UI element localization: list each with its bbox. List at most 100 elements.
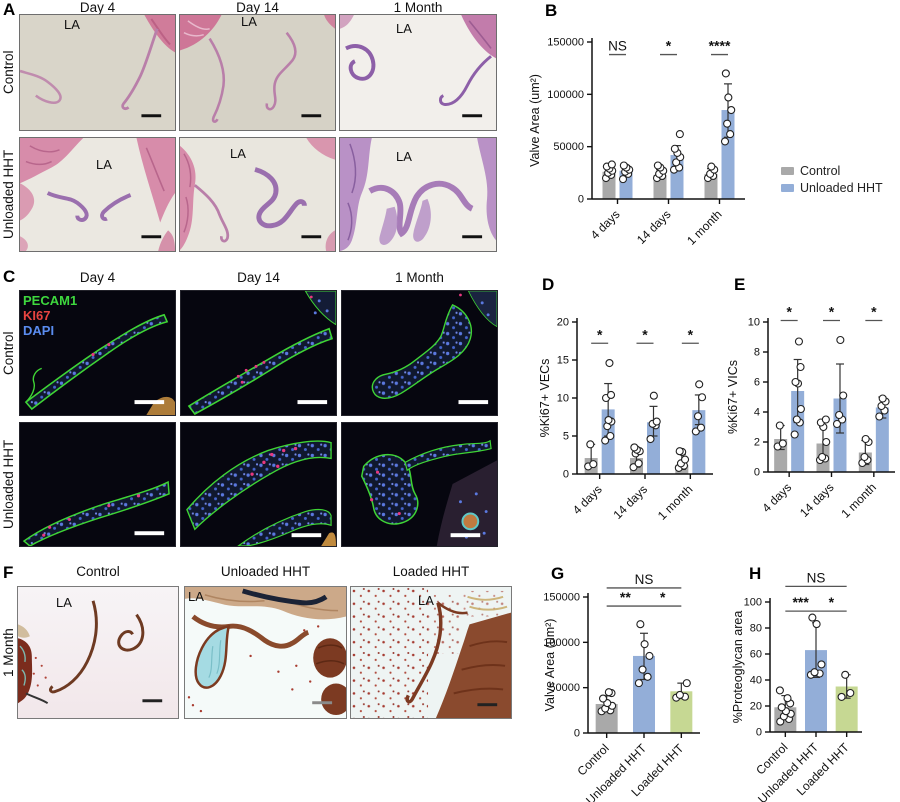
data-point bbox=[721, 69, 730, 78]
micrograph-if-unloaded-1month bbox=[341, 422, 498, 547]
panel-a-row-header-unloaded-hht: Unloaded HHT bbox=[1, 149, 16, 240]
svg-text:8: 8 bbox=[754, 347, 760, 359]
scale-bar bbox=[301, 114, 322, 118]
data-point bbox=[698, 393, 707, 402]
panel-a-col-header-1month: 1 Month bbox=[393, 0, 443, 15]
data-point bbox=[878, 394, 887, 403]
svg-text:100000: 100000 bbox=[543, 637, 580, 649]
micrograph-he-unloaded-day14 bbox=[179, 137, 336, 252]
significance-label: * bbox=[597, 326, 603, 342]
scale-bar bbox=[297, 400, 328, 405]
svg-text:100: 100 bbox=[744, 597, 762, 609]
micrograph-movat-unloaded-1month bbox=[184, 586, 347, 719]
legend-label: Unloaded HHT bbox=[800, 181, 883, 195]
data-point bbox=[775, 421, 784, 430]
panel-label-b: B bbox=[545, 1, 558, 20]
scale-bar bbox=[134, 531, 165, 536]
scale-bar bbox=[134, 400, 165, 405]
panel-f-col-header-control: Control bbox=[76, 564, 120, 579]
data-point bbox=[724, 93, 733, 102]
significance-label: ** bbox=[620, 589, 631, 605]
la-annotation: LA bbox=[396, 149, 412, 164]
data-point bbox=[812, 620, 821, 629]
channel-label-dapi: DAPI bbox=[23, 323, 55, 338]
significance-label: NS bbox=[635, 572, 654, 587]
data-point bbox=[598, 694, 608, 703]
svg-text:4 days: 4 days bbox=[570, 482, 605, 517]
svg-text:100000: 100000 bbox=[547, 89, 584, 101]
scale-bar bbox=[301, 235, 322, 239]
data-point bbox=[791, 377, 800, 387]
data-point bbox=[619, 161, 628, 170]
svg-text:4 days: 4 days bbox=[588, 207, 623, 242]
data-point bbox=[837, 692, 846, 701]
data-point bbox=[601, 436, 610, 445]
svg-text:0: 0 bbox=[756, 727, 762, 739]
micrograph-he-unloaded-1month bbox=[339, 137, 497, 252]
data-point bbox=[817, 660, 826, 669]
data-point bbox=[808, 613, 817, 622]
data-point bbox=[607, 160, 616, 169]
svg-text:10: 10 bbox=[557, 393, 569, 405]
data-point bbox=[778, 439, 787, 448]
scale-bar bbox=[458, 400, 489, 405]
panel-c-col-header-day14: Day 14 bbox=[237, 270, 280, 285]
significance-label: **** bbox=[709, 38, 731, 54]
svg-text:50000: 50000 bbox=[553, 141, 584, 153]
la-annotation: LA bbox=[56, 595, 72, 610]
svg-text:14 days: 14 days bbox=[634, 207, 674, 247]
data-point bbox=[605, 358, 614, 368]
legend-label: Control bbox=[800, 164, 840, 178]
data-point bbox=[672, 158, 681, 167]
la-annotation: LA bbox=[418, 593, 434, 608]
data-point bbox=[630, 443, 639, 452]
data-point bbox=[790, 430, 799, 439]
micrograph-if-control-day4 bbox=[19, 290, 176, 416]
data-point bbox=[796, 404, 805, 414]
significance-label: * bbox=[829, 594, 835, 610]
chart-ki67-vics: 0 2 4 6 8 10 4 days 14 days 1 month %Ki67+ VICs * *… bbox=[726, 275, 900, 535]
micrograph-if-control-1month bbox=[341, 290, 498, 416]
scale-bar bbox=[141, 235, 162, 239]
data-point bbox=[720, 137, 730, 146]
data-point bbox=[839, 391, 848, 400]
panel-label-d: D bbox=[542, 275, 555, 294]
panel-label-a: A bbox=[3, 0, 16, 19]
data-point bbox=[606, 390, 616, 400]
micrograph-he-control-1month bbox=[339, 14, 497, 131]
scale-bar bbox=[291, 533, 322, 538]
data-point bbox=[682, 679, 691, 688]
panel-label-c: C bbox=[3, 267, 16, 286]
data-point bbox=[696, 423, 706, 432]
svg-text:14 days: 14 days bbox=[611, 482, 651, 522]
data-point bbox=[796, 362, 805, 372]
data-point bbox=[727, 105, 736, 115]
data-point bbox=[818, 452, 827, 462]
channel-label-pecam1: PECAM1 bbox=[23, 293, 78, 308]
scale-bar bbox=[142, 699, 163, 703]
data-point bbox=[860, 452, 869, 462]
data-point bbox=[695, 380, 704, 389]
svg-text:80: 80 bbox=[750, 623, 762, 635]
panel-a-col-header-day14: Day 14 bbox=[236, 0, 279, 15]
scale-bar bbox=[312, 701, 333, 705]
scale-bar bbox=[462, 114, 483, 118]
data-point bbox=[604, 415, 613, 425]
svg-text:60: 60 bbox=[750, 649, 762, 661]
svg-text:%Ki67+ VICs: %Ki67+ VICs bbox=[726, 360, 740, 434]
data-point bbox=[875, 412, 884, 421]
svg-text:0: 0 bbox=[574, 728, 580, 740]
significance-label: * bbox=[871, 304, 877, 320]
svg-text:1 month: 1 month bbox=[684, 207, 725, 248]
data-point bbox=[634, 679, 643, 688]
panel-c-row-header-control: Control bbox=[1, 331, 16, 375]
data-point bbox=[846, 688, 855, 698]
panel-c-row-header-unloaded-hht: Unloaded HHT bbox=[1, 439, 16, 530]
panel-label-f: F bbox=[3, 563, 14, 582]
significance-label: NS bbox=[608, 39, 627, 54]
svg-text:6: 6 bbox=[754, 377, 760, 389]
svg-text:14 days: 14 days bbox=[797, 480, 837, 520]
svg-text:%Ki67+ VECs: %Ki67+ VECs bbox=[538, 359, 552, 438]
data-point bbox=[693, 412, 703, 421]
